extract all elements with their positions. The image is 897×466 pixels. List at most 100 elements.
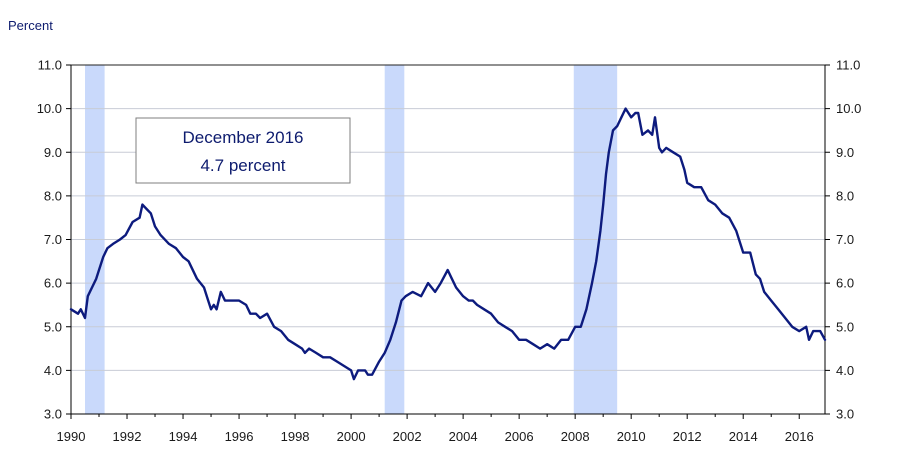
gridlines <box>71 108 825 371</box>
y-tick-label-left: 9.0 <box>44 145 62 160</box>
data-point <box>686 182 688 184</box>
data-point <box>591 282 593 284</box>
data-point <box>112 243 114 245</box>
y-tick-label-right: 9.0 <box>836 145 854 160</box>
y-tick-label-left: 4.0 <box>44 363 62 378</box>
data-point <box>364 369 366 371</box>
data-point <box>440 282 442 284</box>
data-point <box>605 173 607 175</box>
data-point <box>350 369 352 371</box>
y-tick-label-left: 11.0 <box>38 58 62 73</box>
data-point <box>504 326 506 328</box>
data-point <box>497 321 499 323</box>
data-point <box>308 348 310 350</box>
annotation-box: December 2016 4.7 percent <box>135 117 351 184</box>
y-tick-label-left: 3.0 <box>44 407 62 422</box>
data-point <box>322 356 324 358</box>
x-tick-label: 2004 <box>449 429 478 444</box>
data-point <box>447 269 449 271</box>
data-point <box>683 169 686 171</box>
x-tick-label: 2000 <box>337 429 366 444</box>
data-point <box>315 352 317 354</box>
axes: 3.0 3.0 4.0 4.0 5.0 5.0 6.0 6.0 7.0 7.0 8.0 8.0 9.0 9… <box>37 58 862 445</box>
y-tick-label-right: 5.0 <box>836 319 854 334</box>
data-point <box>132 221 134 223</box>
y-tick-label-right: 10.0 <box>836 101 861 116</box>
data-point <box>700 186 702 188</box>
x-tick-label: 1992 <box>113 429 142 444</box>
data-point <box>98 269 100 271</box>
data-point <box>476 304 478 306</box>
x-tick-label: 2002 <box>393 429 422 444</box>
data-point <box>525 339 527 341</box>
data-point <box>585 308 588 310</box>
data-point <box>714 204 716 206</box>
data-point <box>77 313 79 315</box>
data-point <box>749 252 751 254</box>
data-point <box>125 234 127 236</box>
data-point <box>301 348 303 350</box>
data-point <box>188 260 190 262</box>
y-tick-label-right: 7.0 <box>836 232 854 247</box>
data-point <box>207 300 209 302</box>
data-point <box>95 278 97 280</box>
y-axis-unit-label: Percent <box>8 18 53 33</box>
y-tick-label-right: 4.0 <box>836 363 854 378</box>
data-point <box>141 204 143 206</box>
data-point <box>395 321 397 323</box>
data-point <box>791 326 793 328</box>
y-tick-label-left: 5.0 <box>44 319 62 334</box>
data-point <box>384 352 386 354</box>
data-point <box>560 339 562 341</box>
data-point <box>389 339 391 341</box>
data-point <box>641 134 644 136</box>
data-point <box>451 278 453 280</box>
data-point <box>770 300 772 302</box>
x-tick-label: 2010 <box>617 429 646 444</box>
data-point <box>336 361 338 363</box>
x-tick-label: 2008 <box>561 429 590 444</box>
data-point <box>808 339 810 341</box>
data-point <box>371 374 373 376</box>
data-point <box>146 208 148 210</box>
data-point <box>119 238 121 241</box>
data-point <box>784 317 786 319</box>
x-tick-label: 1990 <box>57 429 86 444</box>
x-tick-label: 1998 <box>281 429 310 444</box>
y-tick-label-right: 6.0 <box>836 276 854 291</box>
y-tick-label-right: 3.0 <box>836 407 854 422</box>
data-point <box>637 112 639 114</box>
data-point <box>287 339 289 341</box>
data-point <box>616 125 618 127</box>
data-point <box>400 300 403 302</box>
data-point <box>80 308 82 310</box>
data-point <box>693 186 695 188</box>
x-tick-label: 2012 <box>673 429 702 444</box>
data-point <box>612 129 614 131</box>
data-point <box>216 308 218 310</box>
x-tick-label: 2006 <box>505 429 534 444</box>
data-point <box>175 247 177 249</box>
data-point <box>472 300 474 302</box>
data-point <box>420 295 422 297</box>
data-point <box>412 291 414 293</box>
data-point <box>353 378 355 380</box>
data-point <box>777 308 779 310</box>
data-point <box>553 348 555 350</box>
data-point <box>84 317 86 319</box>
data-point <box>182 256 184 258</box>
data-point <box>679 156 681 158</box>
x-tick-label: 2014 <box>729 429 758 444</box>
data-point <box>154 225 156 227</box>
x-tick-label: 2016 <box>785 429 814 444</box>
data-point <box>405 295 407 297</box>
data-point <box>427 282 429 284</box>
data-point <box>651 134 653 136</box>
data-point <box>224 300 226 302</box>
data-point <box>728 217 730 219</box>
data-point <box>599 230 602 232</box>
data-point <box>357 369 359 371</box>
data-point <box>367 374 369 376</box>
y-tick-label-right: 8.0 <box>836 188 854 203</box>
